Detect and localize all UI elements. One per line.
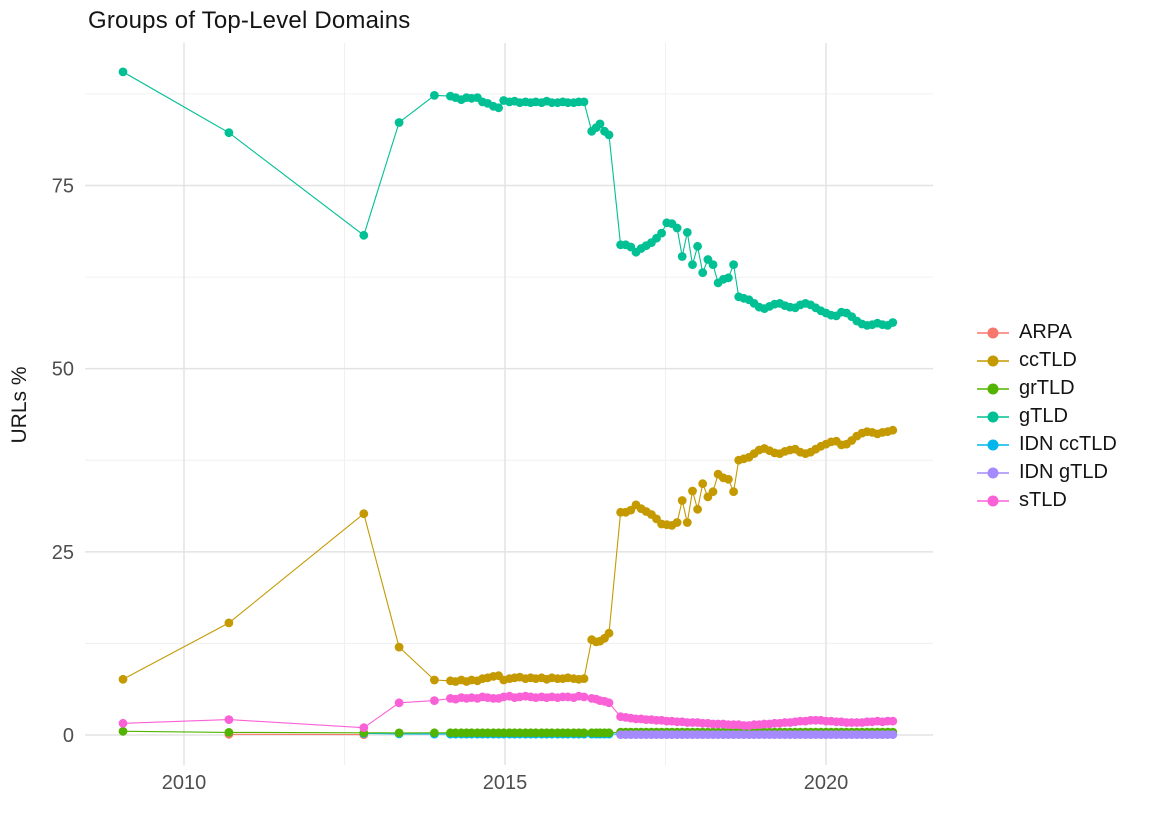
y-tick-label: 75: [52, 175, 74, 197]
legend-item-stld: sTLD: [976, 489, 1117, 511]
legend-item-gtld: gTLD: [976, 405, 1117, 427]
legend-key-icon: [977, 439, 1009, 450]
legend-item-label: ccTLD: [1019, 349, 1077, 371]
legend-item-label: ARPA: [1019, 321, 1072, 343]
x-tick-label: 2020: [804, 772, 849, 794]
axis-tick-labels: 0 25 50 75 2010 2015 2020: [52, 175, 849, 794]
series-arpa: [224, 729, 369, 739]
legend-item-cctld: ccTLD: [976, 349, 1117, 371]
legend-key-icon: [977, 495, 1009, 506]
legend-key-icon: [977, 467, 1009, 478]
legend-item-label: IDN ccTLD: [1019, 433, 1117, 455]
x-tick-label: 2010: [162, 772, 207, 794]
y-tick-label: 25: [52, 542, 74, 564]
legend: ARPA ccTLD grTLD gTLD IDN ccTLD IDN gTLD sTLD: [976, 321, 1117, 518]
legend-item-idn-gtld: IDN gTLD: [976, 461, 1117, 483]
legend-item-label: gTLD: [1019, 405, 1068, 427]
chart-title: Groups of Top-Level Domains: [88, 7, 411, 34]
legend-item-grtld: grTLD: [976, 377, 1117, 399]
gridlines: [85, 43, 933, 765]
legend-key-icon: [977, 411, 1009, 422]
legend-item-idn-cctld: IDN ccTLD: [976, 433, 1117, 455]
legend-item-label: sTLD: [1019, 489, 1067, 511]
legend-item-label: grTLD: [1019, 377, 1075, 399]
series-idn-gtld: [616, 730, 898, 739]
series-stld: [118, 691, 898, 733]
legend-item-label: IDN gTLD: [1019, 461, 1108, 483]
series-gtld: [118, 67, 898, 330]
legend-key-icon: [977, 327, 1009, 338]
series-cctld: [118, 425, 898, 686]
legend-item-arpa: ARPA: [976, 321, 1117, 343]
legend-key-icon: [977, 355, 1009, 366]
x-tick-label: 2015: [483, 772, 528, 794]
legend-key-icon: [977, 383, 1009, 394]
y-tick-label: 50: [52, 359, 74, 381]
y-tick-label: 0: [63, 725, 74, 747]
